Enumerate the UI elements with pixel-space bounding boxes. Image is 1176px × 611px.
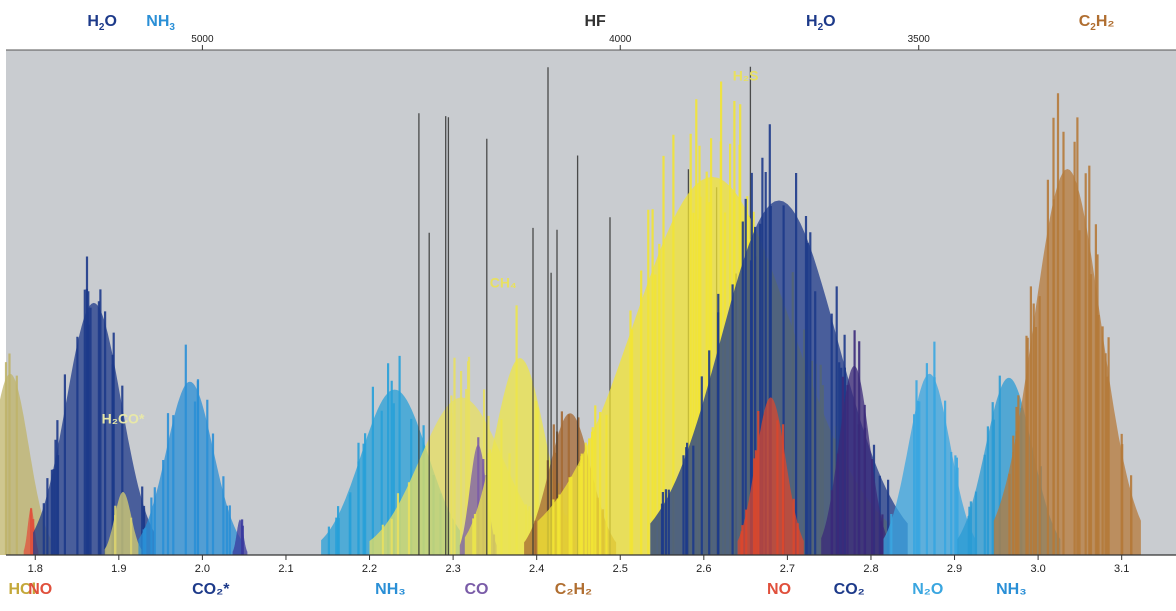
series-CO2_2 bbox=[821, 330, 888, 555]
bottom-molecule-label: NO bbox=[28, 581, 52, 598]
bottom-molecule-label: CO₂* bbox=[192, 581, 230, 598]
series-envelope bbox=[883, 373, 976, 555]
inline-molecule-label: H₂CO* bbox=[102, 411, 145, 427]
top-tick-label: 4000 bbox=[609, 34, 632, 45]
series-envelope bbox=[33, 302, 155, 555]
series-CO2_1 bbox=[232, 519, 248, 555]
series-H2O_1 bbox=[33, 256, 155, 555]
bottom-molecule-label: NO bbox=[767, 581, 791, 598]
top-molecule-label: HF bbox=[585, 13, 607, 30]
bottom-tick-label: 3.0 bbox=[1030, 563, 1045, 575]
top-molecule-labels: H2O NH3 HF H2O C2H₂ bbox=[87, 13, 1114, 33]
bottom-molecule-label: N₂O bbox=[912, 581, 943, 598]
top-tick-label: 5000 bbox=[191, 34, 214, 45]
series-HCl bbox=[0, 353, 51, 555]
bottom-tick-label: 2.2 bbox=[362, 563, 377, 575]
bottom-axis-ticks: 1.8 1.9 2.0 2.1 2.2 2.3 2.4 2.5 2.6 2.7 2.8 2.9 3.0 3… bbox=[28, 555, 1129, 575]
top-molecule-label: C2H₂ bbox=[1079, 13, 1115, 33]
series-NO_2 bbox=[737, 397, 804, 555]
top-tick-label: 3500 bbox=[908, 34, 931, 45]
bottom-tick-label: 2.6 bbox=[696, 563, 711, 575]
top-molecule-label: H2O bbox=[87, 13, 117, 33]
bottom-tick-label: 2.8 bbox=[863, 563, 878, 575]
inline-molecule-label: H₂S bbox=[733, 67, 759, 83]
inline-molecule-labels: H₂S CH₄ H₂CO* bbox=[102, 67, 759, 426]
series-envelope bbox=[0, 373, 51, 555]
bottom-molecule-label: CO₂ bbox=[834, 581, 865, 598]
bottom-molecule-label: CO bbox=[465, 581, 489, 598]
series-H2CO bbox=[104, 492, 142, 555]
top-molecule-label: NH3 bbox=[146, 13, 175, 33]
bottom-tick-label: 2.9 bbox=[947, 563, 962, 575]
bottom-tick-label: 3.1 bbox=[1114, 563, 1129, 575]
inline-molecule-label: CH₄ bbox=[490, 274, 517, 290]
bottom-molecule-label: HCl bbox=[9, 581, 37, 598]
bottom-molecule-label: NH₃ bbox=[996, 581, 1027, 598]
bottom-tick-label: 2.4 bbox=[529, 563, 544, 575]
bottom-molecule-label: C₂H₂ bbox=[555, 581, 592, 598]
bottom-tick-label: 1.9 bbox=[111, 563, 126, 575]
series-layer bbox=[0, 66, 1141, 555]
bottom-tick-label: 2.0 bbox=[195, 563, 210, 575]
top-axis-ticks: 5000 4000 3500 bbox=[191, 34, 930, 50]
series-NH3_1 bbox=[138, 344, 242, 555]
bottom-tick-label: 2.3 bbox=[445, 563, 460, 575]
bottom-tick-label: 2.1 bbox=[278, 563, 293, 575]
bottom-tick-label: 2.7 bbox=[780, 563, 795, 575]
bottom-molecule-label: NH₃ bbox=[375, 581, 406, 598]
bottom-tick-label: 2.5 bbox=[613, 563, 628, 575]
series-C2H2_2 bbox=[993, 93, 1141, 555]
top-molecule-label: H2O bbox=[806, 13, 836, 33]
bottom-tick-label: 1.8 bbox=[28, 563, 43, 575]
